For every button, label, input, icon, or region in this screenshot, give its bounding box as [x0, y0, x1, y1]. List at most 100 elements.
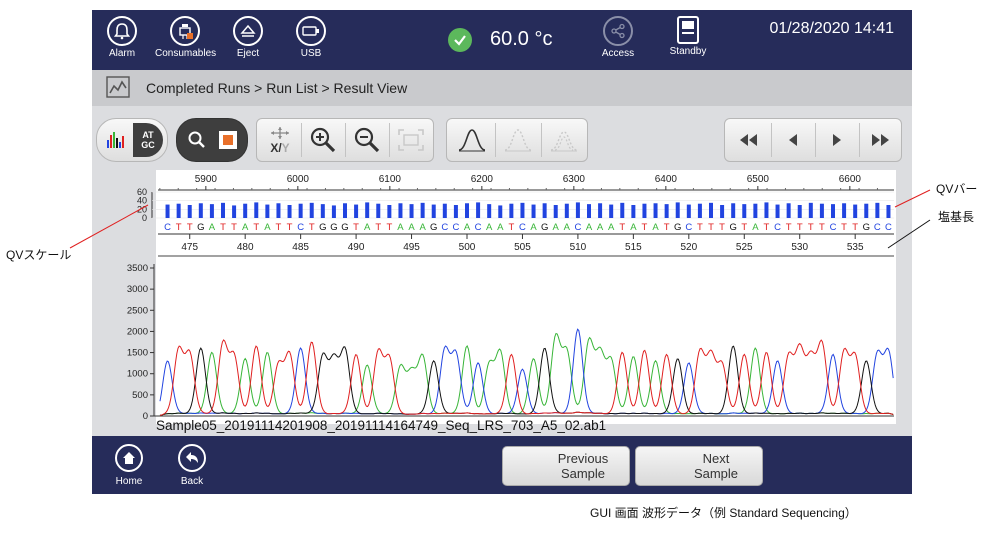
- base-letter: C: [685, 222, 692, 233]
- standby-icon: [677, 16, 699, 44]
- base-letter: C: [874, 222, 881, 233]
- base-letter: T: [797, 222, 803, 233]
- peak-overlay-button[interactable]: [541, 123, 586, 157]
- consumables-icon: [170, 16, 200, 46]
- share-icon: [603, 16, 633, 46]
- trace-lines: [159, 328, 894, 416]
- search-icon: [188, 131, 205, 148]
- base-tick-label: 495: [403, 242, 420, 253]
- first-page-button[interactable]: [727, 123, 769, 157]
- xy-scale-button[interactable]: X/Y: [261, 123, 299, 157]
- y-tick-label: 1000: [127, 369, 148, 380]
- base-letter: T: [386, 222, 392, 233]
- alarm-label: Alarm: [108, 48, 136, 59]
- alarm-button[interactable]: Alarm: [92, 16, 152, 59]
- base-letter: C: [574, 222, 581, 233]
- home-label: Home: [115, 476, 143, 487]
- y-tick-label: 0: [143, 411, 148, 422]
- base-letter: T: [231, 222, 237, 233]
- scan-tick-label: 6600: [839, 174, 862, 185]
- select-button[interactable]: [213, 123, 243, 157]
- base-tick-label: 480: [237, 242, 254, 253]
- base-letter: A: [264, 222, 271, 233]
- usb-icon: [296, 16, 326, 46]
- qv-bar: [243, 203, 248, 218]
- qv-bar: [720, 205, 725, 218]
- last-page-button[interactable]: [859, 123, 902, 157]
- base-length-annotation: 塩基長: [938, 210, 975, 224]
- qv-bar: [775, 204, 780, 218]
- base-letter: A: [630, 222, 637, 233]
- fit-to-screen-button[interactable]: [389, 123, 432, 157]
- base-letter: A: [608, 222, 615, 233]
- qv-bar: [575, 202, 580, 218]
- base-letter: G: [541, 222, 548, 233]
- cursor-mode-group: [176, 118, 248, 162]
- zoom-in-button[interactable]: [301, 123, 344, 157]
- base-letter: T: [287, 222, 293, 233]
- electropherogram-view-button[interactable]: [101, 123, 133, 157]
- base-tick-label: 485: [292, 242, 309, 253]
- search-button[interactable]: [183, 123, 211, 157]
- base-letter: A: [652, 222, 659, 233]
- usb-button[interactable]: USB: [281, 16, 341, 59]
- sequence-view-button[interactable]: ATGC: [133, 123, 163, 157]
- base-letter: T: [309, 222, 315, 233]
- qv-bar: [265, 204, 270, 218]
- peak-normal-button[interactable]: [451, 123, 493, 157]
- base-tick-label: 475: [181, 242, 198, 253]
- qv-bar: [598, 203, 603, 218]
- next-page-button[interactable]: [815, 123, 858, 157]
- base-letter: T: [786, 222, 792, 233]
- base-letter: G: [341, 222, 348, 233]
- qv-tick-label: 0: [142, 213, 147, 223]
- home-button[interactable]: Home: [104, 444, 154, 487]
- qv-bar: [797, 205, 802, 218]
- qv-bar: [742, 204, 747, 218]
- peak-mixed-button[interactable]: [495, 123, 540, 157]
- standby-button[interactable]: Standby: [658, 16, 718, 57]
- base-tick-label: 510: [570, 242, 587, 253]
- base-letter: A: [486, 222, 493, 233]
- qv-bar: [232, 205, 237, 218]
- breadcrumb: Completed Runs > Run List > Result View: [146, 80, 408, 96]
- base-tick-label: 515: [625, 242, 642, 253]
- base-letter: T: [187, 222, 193, 233]
- move-arrows-icon: [271, 126, 289, 139]
- qv-bar: [675, 202, 680, 218]
- base-letter: T: [176, 222, 182, 233]
- scroll-nav-group: [724, 118, 902, 162]
- next-sample-button[interactable]: Next Sample: [635, 446, 763, 486]
- back-arrow-icon: [178, 444, 206, 472]
- fit-screen-icon: [398, 129, 424, 151]
- base-letter: C: [297, 222, 304, 233]
- x-scale-label: X/: [270, 140, 282, 155]
- base-letter: T: [253, 222, 259, 233]
- zoom-out-button[interactable]: [345, 123, 388, 157]
- qv-bar: [831, 204, 835, 218]
- qv-bar: [509, 203, 514, 218]
- base-letter: C: [452, 222, 459, 233]
- qv-tick-label: 20: [137, 204, 147, 214]
- eject-button[interactable]: Eject: [218, 16, 278, 59]
- base-letter: A: [530, 222, 537, 233]
- qv-bar: [354, 204, 359, 218]
- electropherogram-chart[interactable]: 5900 6000 6100 6200 6300 6400 6500 6600 0204060…: [92, 170, 912, 424]
- peak-display-group: [446, 118, 588, 162]
- double-left-icon: [740, 134, 757, 146]
- consumables-button[interactable]: Consumables: [155, 16, 216, 59]
- back-button[interactable]: Back: [167, 444, 217, 487]
- qv-bar: [819, 203, 824, 218]
- qv-bar: [620, 202, 625, 218]
- access-button[interactable]: Access: [588, 16, 648, 59]
- figure-caption: GUI 画面 波形データ（例 Standard Sequencing）: [590, 506, 857, 520]
- qv-bar: [487, 204, 492, 218]
- scan-tick-label: 6400: [655, 174, 678, 185]
- previous-page-button[interactable]: [771, 123, 814, 157]
- qv-bar: [609, 204, 614, 218]
- previous-sample-button[interactable]: Previous Sample: [502, 446, 630, 486]
- qv-bar-leader: [894, 189, 931, 208]
- base-letter: A: [564, 222, 571, 233]
- base-letter: A: [419, 222, 426, 233]
